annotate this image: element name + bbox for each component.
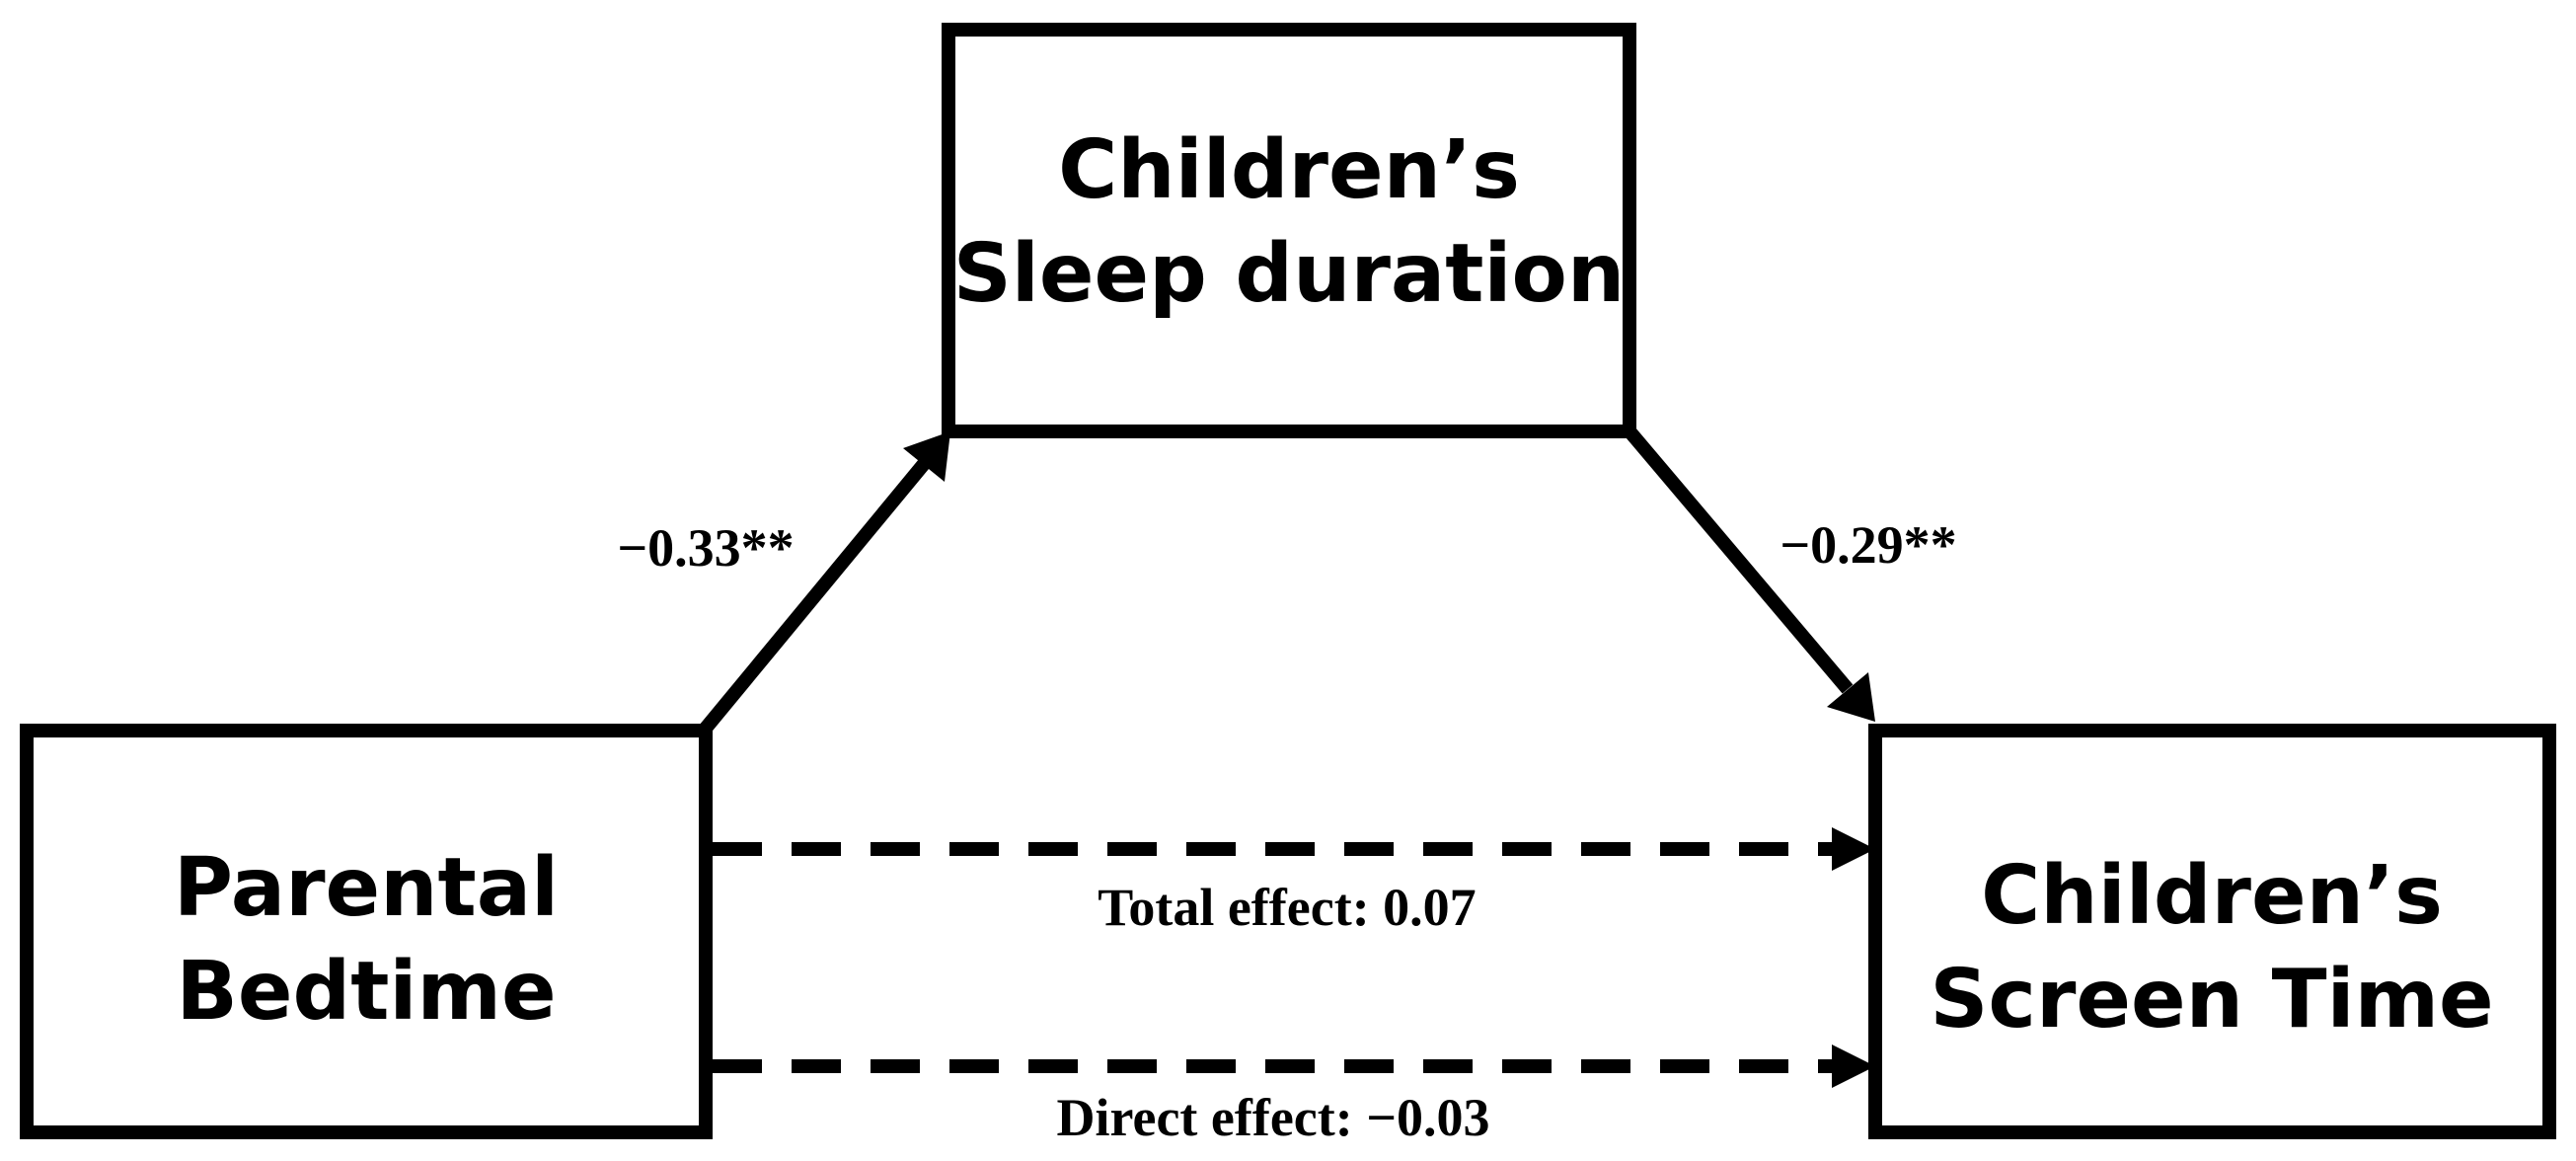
outcome-label-line1: Children’s [1981,849,2443,943]
predictor-label-line2: Bedtime [176,945,556,1039]
direct-effect-edge [713,1045,1875,1088]
path-b-arrowhead [1827,672,1875,722]
total-effect-label: Total effect: 0.07 [1098,878,1476,937]
path-a-arrowhead [903,431,950,482]
direct-effect-label: Direct effect: −0.03 [1056,1088,1489,1147]
predictor-label-line1: Parental [174,841,559,935]
path-a-coefficient: −0.33** [617,518,794,578]
mediator-label-line1: Children’s [1058,123,1520,217]
total-effect-edge [713,827,1875,871]
mediator-node: Children’s Sleep duration [942,23,1636,438]
path-b-edge [1625,427,1875,722]
path-b-coefficient: −0.29** [1780,515,1956,575]
outcome-node: Children’s Screen Time [1868,724,2556,1139]
path-a-edge [698,431,950,735]
mediator-label-line2: Sleep duration [953,227,1626,321]
outcome-label-line2: Screen Time [1930,953,2493,1046]
predictor-node: Parental Bedtime [20,724,713,1139]
total-effect-arrowhead [1832,827,1875,871]
direct-effect-arrowhead [1832,1045,1875,1088]
